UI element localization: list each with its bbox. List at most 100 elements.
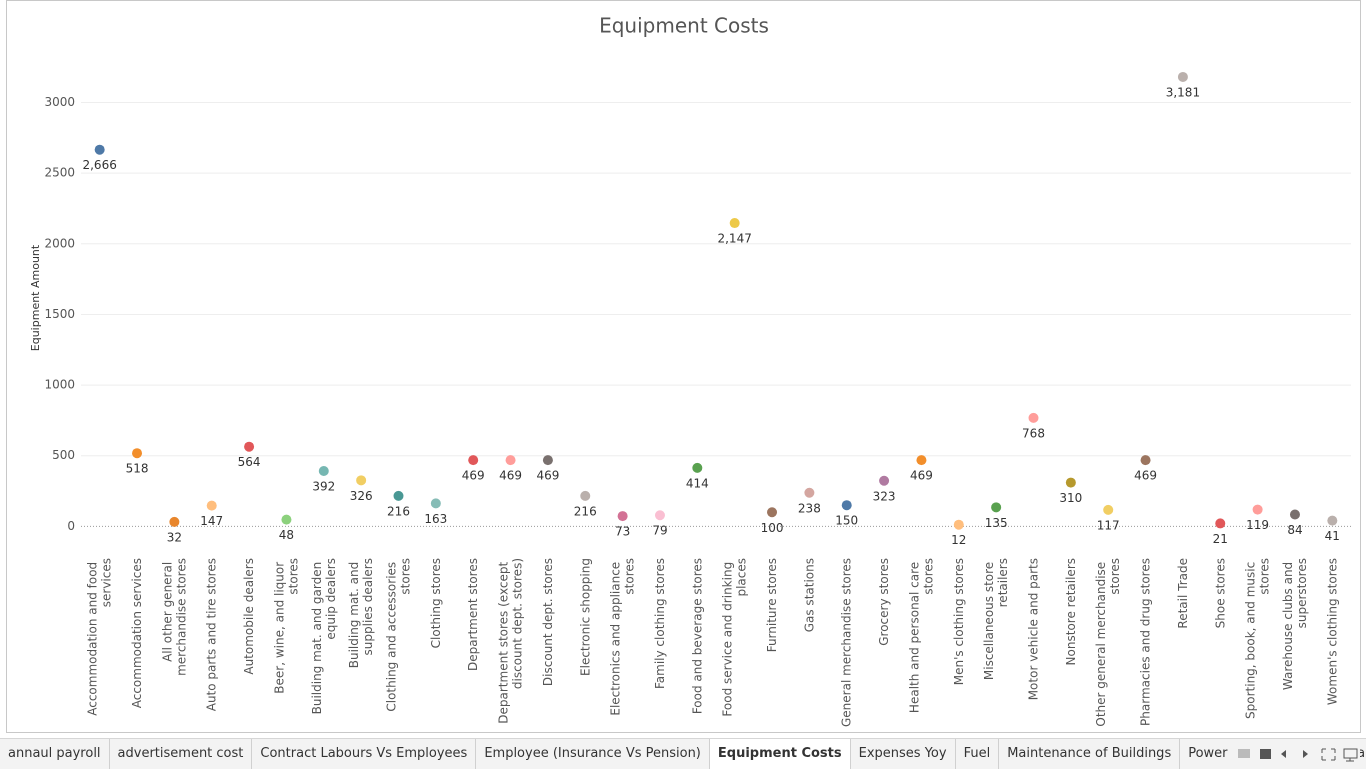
dot xyxy=(505,455,516,466)
dot xyxy=(281,514,292,525)
x-tick-label: Family clothing stores xyxy=(653,558,667,689)
dot xyxy=(1215,518,1226,529)
dot xyxy=(1028,412,1039,423)
dot xyxy=(580,490,591,501)
sheet-tab[interactable]: Contract Labours Vs Employees xyxy=(252,739,477,769)
chart: Equipment Costs Equipment Amount 0 500 100… xyxy=(29,14,1351,727)
icon[interactable] xyxy=(1281,750,1286,758)
dot xyxy=(879,475,890,486)
data-label: 216 xyxy=(387,504,410,518)
x-tick-label: Beer, wine, and liquor stores xyxy=(272,558,300,694)
x-tick-label: Automobile dealers xyxy=(242,558,256,675)
y-tick-label: 0 xyxy=(67,519,75,533)
icon[interactable] xyxy=(1238,749,1250,758)
data-label: 48 xyxy=(279,528,294,542)
sheet-tabs: annaul payroll advertisement cost Contract… xyxy=(0,738,1366,769)
dot xyxy=(991,502,1002,513)
x-tick-label: Clothing and accessories stores xyxy=(385,558,413,712)
data-label: 216 xyxy=(574,504,597,518)
data-label: 323 xyxy=(873,489,896,503)
data-label: 2,666 xyxy=(82,158,116,172)
dot xyxy=(206,500,217,511)
data-label: 564 xyxy=(238,455,261,469)
x-tick-label: Auto parts and tire stores xyxy=(205,558,219,711)
sheet-tab[interactable]: Expenses Yoy xyxy=(851,739,956,769)
x-tick-label: Retail Trade xyxy=(1176,558,1190,629)
dot xyxy=(356,475,367,486)
data-label: 135 xyxy=(985,516,1008,530)
x-tick-label: Department stores xyxy=(466,558,480,671)
data-label: 119 xyxy=(1246,518,1269,532)
data-label: 117 xyxy=(1097,518,1120,532)
x-tick-label: Health and personal care stores xyxy=(907,558,935,713)
sheet-tab[interactable]: Employee (Insurance Vs Pension) xyxy=(476,739,710,769)
y-tick-label: 2500 xyxy=(44,166,75,180)
y-tick-label: 500 xyxy=(52,448,75,462)
dot xyxy=(1289,509,1300,520)
dot xyxy=(132,448,143,459)
data-label: 310 xyxy=(1059,491,1082,505)
x-tick-label: Grocery stores xyxy=(877,558,891,646)
tab-controls xyxy=(1232,739,1360,769)
x-tick-label: General merchandise stores xyxy=(840,558,854,727)
dot xyxy=(1140,455,1151,466)
dot xyxy=(94,144,105,155)
x-tick-label: Clothing stores xyxy=(429,558,443,648)
icon[interactable] xyxy=(1260,749,1271,759)
sheet-tab[interactable]: Equipment Costs xyxy=(709,739,851,769)
dot xyxy=(318,466,329,477)
data-label: 469 xyxy=(499,469,522,483)
icon[interactable] xyxy=(1343,748,1358,762)
data-label: 469 xyxy=(536,469,559,483)
x-tick-label: Furniture stores xyxy=(765,558,779,652)
data-label: 12 xyxy=(951,533,966,547)
sheet-tab[interactable]: Fuel xyxy=(956,739,1000,769)
x-tick-label: Other general merchandise stores xyxy=(1094,558,1122,727)
dot xyxy=(542,455,553,466)
data-label: 41 xyxy=(1325,529,1340,543)
data-label: 32 xyxy=(167,530,182,544)
dot xyxy=(692,462,703,473)
dot xyxy=(1252,504,1263,515)
dot xyxy=(1065,477,1076,488)
x-tick-label: Building mat. and garden equip dealers xyxy=(310,558,338,714)
data-label: 518 xyxy=(126,462,149,476)
data-label: 150 xyxy=(835,514,858,528)
dot xyxy=(169,516,180,527)
icon[interactable] xyxy=(1321,748,1336,761)
data-label: 768 xyxy=(1022,426,1045,440)
sheet-tab[interactable]: annaul payroll xyxy=(0,739,110,769)
dot xyxy=(1103,504,1114,515)
dot xyxy=(244,441,255,452)
dot xyxy=(953,519,964,530)
sheet-tab[interactable]: advertisement cost xyxy=(110,739,253,769)
dot xyxy=(1327,515,1338,526)
dot xyxy=(804,487,815,498)
x-tick-label: Miscellaneous store retailers xyxy=(982,558,1010,680)
x-tick-label: Discount dept. stores xyxy=(541,558,555,686)
icon[interactable] xyxy=(1303,750,1308,758)
data-label: 469 xyxy=(910,469,933,483)
x-tick-label: Accommodation and food services xyxy=(86,558,114,716)
data-label: 469 xyxy=(1134,469,1157,483)
dot xyxy=(393,490,404,501)
x-tick-label: Accommodation services xyxy=(130,558,144,708)
x-tick-label: Gas stations xyxy=(802,558,816,632)
y-tick-label: 1500 xyxy=(44,307,75,321)
y-tick-label: 1000 xyxy=(44,378,75,392)
x-tick-label: Shoe stores xyxy=(1213,558,1227,628)
x-tick-label: Motor vehicle and parts xyxy=(1027,558,1041,700)
x-tick-label: Pharmacies and drug stores xyxy=(1139,558,1153,726)
data-label: 73 xyxy=(615,525,630,539)
data-label: 147 xyxy=(200,514,223,528)
data-label: 163 xyxy=(424,512,447,526)
data-label: 84 xyxy=(1287,523,1302,537)
chart-title: Equipment Costs xyxy=(599,14,769,38)
x-tick-label: Electronic shopping xyxy=(578,558,592,676)
dot xyxy=(617,511,628,522)
data-label: 79 xyxy=(652,524,667,538)
data-label: 3,181 xyxy=(1166,85,1200,99)
dot xyxy=(468,455,479,466)
sheet-tab[interactable]: Maintenance of Buildings xyxy=(999,739,1181,769)
